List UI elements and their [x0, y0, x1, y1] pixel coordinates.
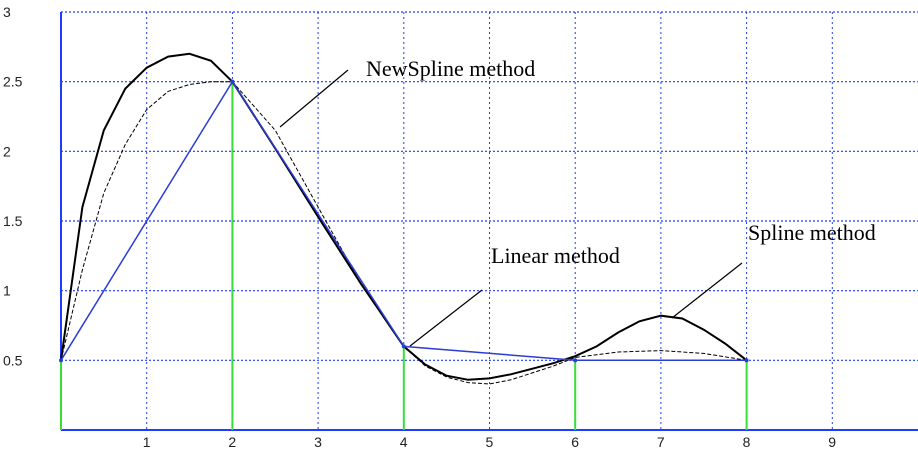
spline-label: Spline method: [748, 220, 876, 245]
x-tick-label: 6: [571, 434, 579, 449]
data-stems: [60, 81, 748, 430]
data-point: [59, 358, 63, 363]
y-tick-label: 2.5: [3, 74, 23, 90]
x-tick-label: 5: [486, 434, 494, 449]
y-tick-label: 0.5: [3, 352, 23, 368]
x-tick-label: 7: [657, 434, 665, 449]
y-tick-label: 1: [3, 283, 11, 299]
y-tick-label: 2: [3, 143, 11, 159]
x-tick-label: 2: [228, 434, 236, 449]
spline-pointer: [671, 262, 743, 319]
y-tick-label: 3: [3, 4, 11, 20]
tick-labels: 1 2 3 4 5 6 7 8 9 0.5 1 1.5 2 2.5 3: [3, 4, 836, 449]
x-tick-label: 8: [743, 434, 751, 449]
x-tick-label: 3: [314, 434, 322, 449]
y-tick-label: 1.5: [3, 213, 23, 229]
data-point: [401, 344, 406, 349]
newspline-label: NewSpline method: [366, 56, 535, 81]
annotations: NewSpline method Linear method Spline me…: [279, 56, 876, 347]
newspline-pointer: [279, 69, 349, 128]
series-line-dashed: [60, 81, 747, 385]
x-tick-label: 1: [143, 434, 151, 449]
grid: [61, 11, 918, 430]
data-point: [230, 79, 235, 84]
x-tick-label: 9: [828, 434, 836, 449]
data-point: [573, 358, 578, 363]
series-group: [59, 52, 749, 385]
data-point: [744, 358, 749, 363]
x-tick-label: 4: [400, 434, 408, 449]
linear-label: Linear method: [491, 243, 620, 268]
series-line-solid: [60, 52, 748, 381]
linear-pointer: [409, 289, 483, 347]
